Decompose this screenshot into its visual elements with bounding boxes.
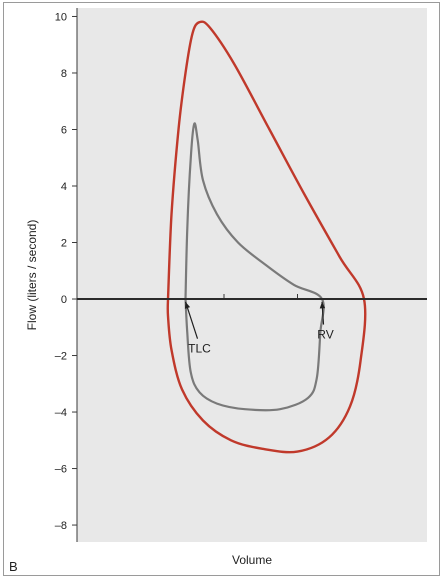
y-tick-label: –2 — [55, 351, 67, 363]
y-tick-label: 4 — [61, 181, 67, 193]
plot-area — [77, 8, 427, 542]
normal-loop-series — [166, 20, 367, 454]
y-tick-label: 2 — [61, 238, 67, 250]
annotation-arrow — [184, 301, 199, 339]
y-axis-ticks: 10 8 6 4 2 0 –2 –4 –6 –8 — [55, 8, 78, 542]
annotation-layer: TLC RV — [184, 301, 334, 356]
y-tick-label: –4 — [55, 407, 67, 419]
y-tick-label: 6 — [61, 124, 67, 136]
annotation-arrowhead — [184, 301, 191, 309]
x-axis-title: Volume — [232, 553, 272, 567]
y-tick-label: 0 — [61, 294, 67, 306]
y-tick-label: 8 — [61, 68, 67, 80]
annotation-label: TLC — [188, 342, 211, 356]
annotation-label: RV — [317, 328, 333, 342]
y-axis-title: Flow (liters / second) — [25, 220, 39, 331]
y-tick-label: –8 — [55, 520, 67, 532]
y-tick-label: 10 — [55, 11, 67, 23]
y-tick-label: –6 — [55, 464, 67, 476]
panel-label: B — [9, 559, 18, 574]
annotation-arrowhead — [319, 301, 326, 309]
